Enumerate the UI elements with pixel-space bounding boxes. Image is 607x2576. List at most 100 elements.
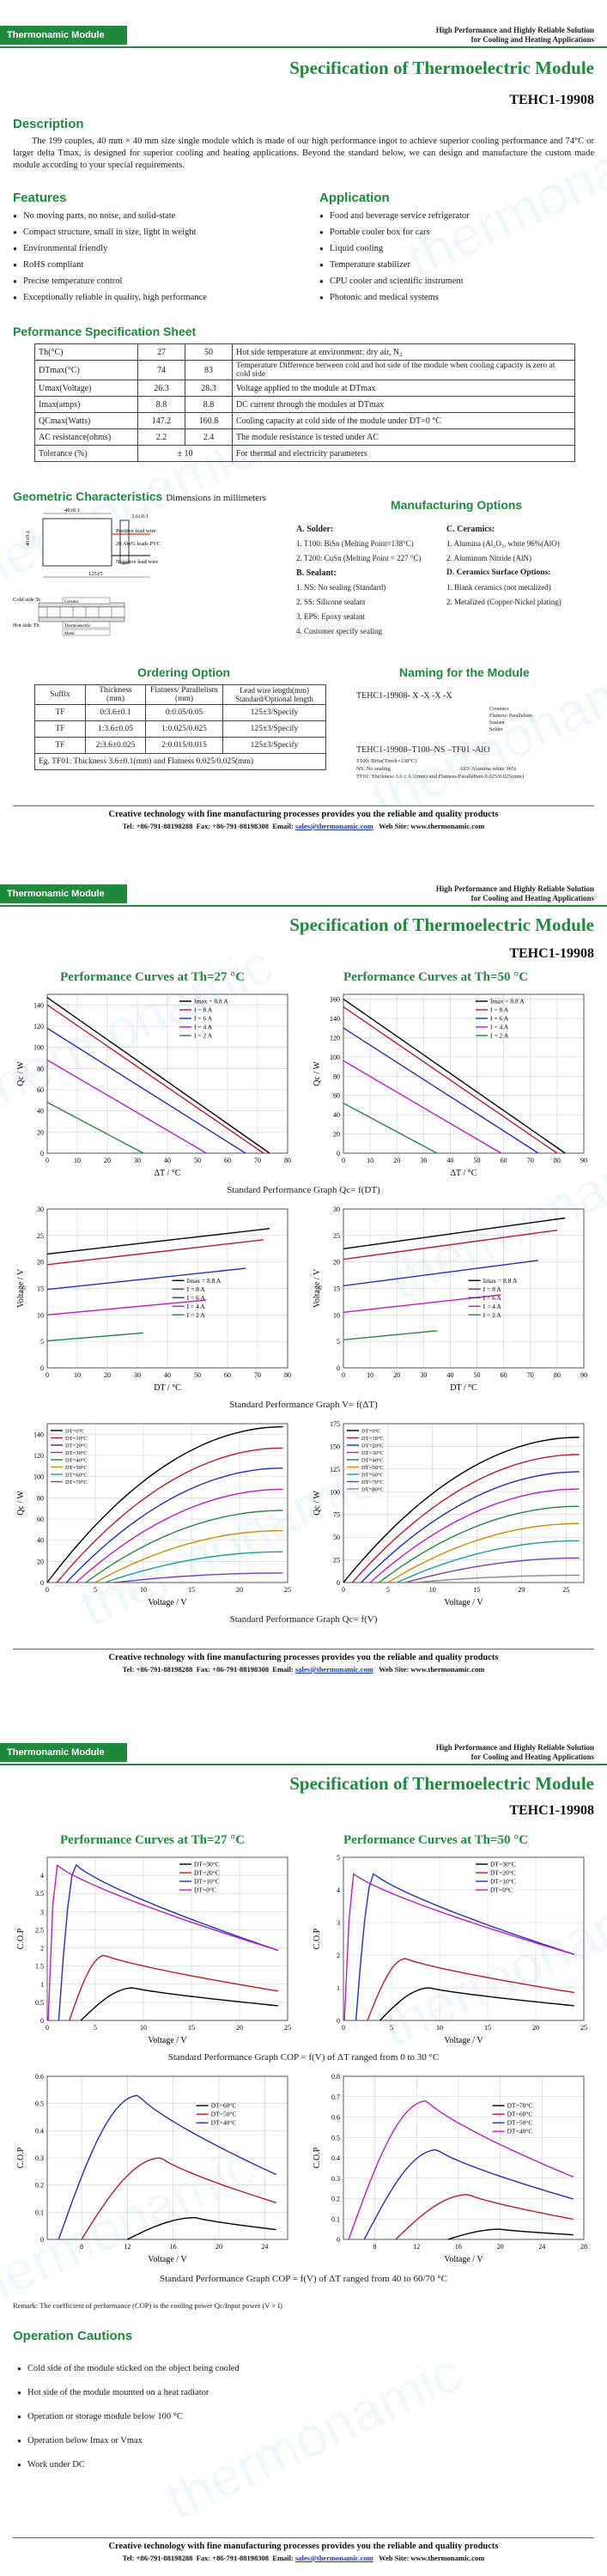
x-tick-label: 30 (420, 1157, 427, 1164)
legend-label: DT=10°C (361, 1436, 384, 1442)
chart-qc-dt-27: 0 10 20 30 40 50 60 70 80 0 20 40 60 80 100 120 140 ΔT / … (16, 993, 291, 1178)
x-tick-label: 15 (188, 2024, 195, 2032)
y-axis-label: Qc / W (313, 1061, 322, 1086)
chart-title-left: Performance Curves at Th=27 °C (60, 1833, 246, 1847)
y-tick-label: 25 (333, 1557, 340, 1564)
x-tick-label: 16 (455, 2243, 462, 2251)
y-tick-label: 140 (330, 1015, 340, 1023)
x-tick-label: 60 (501, 1371, 507, 1379)
series-line (47, 1863, 279, 2021)
y-tick-label: 60 (333, 1092, 340, 1100)
legend-label: DT=30°C (361, 1450, 384, 1456)
chart-grid (47, 2075, 288, 2240)
y-axis-label: Qc / W (16, 1491, 26, 1516)
y-tick-label: 0.7 (331, 2093, 340, 2101)
plot-frame (46, 1208, 288, 1369)
series-line (58, 2094, 276, 2240)
list-item: Operation or storage module below 100 °C (17, 2405, 532, 2429)
naming-code: TEHC1-19908- X -X -X -X (356, 691, 452, 701)
table-row: Imax(amps) 8.8 8.8 DC current through the m… (34, 396, 575, 413)
legend-label: Imax = 8.8 A (194, 998, 228, 1005)
y-tick-label: 125 (330, 1466, 340, 1473)
email-link[interactable]: sales@thermonamic.com (294, 2554, 373, 2562)
chart-grid (343, 1856, 585, 2021)
y-tick-label: 10 (333, 1311, 340, 1319)
x-tick-label: 8 (80, 2243, 83, 2251)
x-tick-label: 5 (94, 1586, 97, 1594)
y-tick-label: 0 (40, 1579, 44, 1587)
module-drawing: 40±0.1 40±0.1 3.6±0.1 Positive lead wire… (13, 508, 161, 636)
x-tick-label: 0 (342, 1371, 345, 1379)
chart-legend: Imax = 8.8 AI = 8 AI = 6 AI = 4 AI = 2 A (468, 1277, 518, 1319)
x-tick-label: 24 (261, 2243, 268, 2251)
list-item: Compact structure, small in size, light … (13, 224, 305, 240)
x-tick-label: 20 (104, 1157, 111, 1164)
table-row: Eg. TF01: Thickness 3.6±0.1(mm) and Flat… (34, 753, 326, 770)
y-tick-label: 0.6 (35, 2073, 44, 2081)
table-row: Tolerance (%) ± 10 For thermal and electri… (34, 445, 575, 462)
y-tick-label: 40 (37, 1537, 44, 1545)
series-line (363, 2148, 574, 2240)
page-3: thermonamic thermonamic thermonamic Ther… (0, 1717, 607, 2576)
x-tick-label: 70 (254, 1157, 261, 1164)
y-tick-label: 100 (330, 1488, 340, 1496)
x-tick-label: 10 (436, 2024, 443, 2032)
series-line (65, 1467, 283, 1583)
x-tick-label: 80 (554, 1371, 561, 1379)
series-line (361, 1471, 580, 1583)
table-row: TF 0:3.6±0.1 0:0.05/0.05 125±3/Specify (34, 704, 326, 721)
x-tick-label: 20 (518, 1586, 525, 1594)
legend-label: DT=50°C (361, 1465, 384, 1471)
application-list: Food and beverage service refrigerator P… (319, 208, 594, 306)
y-tick-label: 0.4 (331, 2154, 340, 2162)
x-tick-label: 50 (474, 1371, 481, 1379)
chart-legend: Imax = 8.8 AI = 8 AI = 6 AI = 4 AI = 2 A (476, 998, 525, 1040)
x-tick-label: 70 (527, 1157, 534, 1164)
x-axis-label: Voltage / V (444, 2255, 483, 2264)
email-link[interactable]: sales@thermonamic.com (294, 822, 373, 830)
y-tick-label: 25 (37, 1232, 44, 1240)
x-tick-label: 10 (74, 1157, 81, 1164)
x-tick-label: 12 (124, 2243, 131, 2251)
legend-label: DT=70°C (65, 1479, 88, 1485)
series-line (46, 1299, 207, 1315)
chart-legend: DT=0°CDT=10°CDT=20°CDT=30°C DT=40°CDT=50°… (51, 1429, 88, 1485)
x-tick-label: 8 (373, 2243, 377, 2251)
table-row: Suffix Thickness (mm) Flatness/ Parallelis… (34, 684, 326, 705)
plot-frame (343, 1208, 585, 1369)
y-axis-label: C.O.P (16, 1928, 26, 1949)
series-line (343, 1437, 580, 1583)
plot-frame (46, 993, 288, 1154)
x-tick-label: 16 (170, 2243, 177, 2251)
y-tick-label: 75 (333, 1511, 340, 1519)
list-item: Photonic and medical systems (319, 289, 594, 306)
svg-text:Positive lead wire: Positive lead wire (116, 528, 156, 534)
legend-label: DT=50°C (65, 1465, 88, 1471)
email-link[interactable]: sales@thermonamic.com (294, 1665, 373, 1674)
x-tick-label: 40 (446, 1157, 453, 1164)
page-header: Thermonamic Module High Performance and … (0, 1743, 607, 1769)
y-tick-label: 0 (40, 2236, 44, 2244)
y-axis-label: Qc / W (16, 1061, 26, 1086)
page-header: Thermonamic Module High Performance and … (0, 26, 607, 52)
y-tick-label: 2 (337, 1952, 340, 1959)
chart-legend: DT=30°CDT=20°CDT=10°CDT=0°C (476, 1861, 516, 1894)
x-tick-label: 28 (580, 2243, 587, 2251)
x-tick-label: 0 (46, 2024, 49, 2032)
legend-label: I = 2 A (483, 1311, 502, 1319)
list-item: Cold side of the module sticked on the o… (17, 2357, 532, 2381)
x-tick-label: 30 (134, 1157, 141, 1164)
brand-badge: Thermonamic Module (0, 884, 127, 903)
y-tick-label: 140 (33, 1431, 44, 1438)
caption: Standard Performance Graph COP = f(V) of… (159, 2274, 448, 2284)
series-line (343, 1330, 437, 1340)
legend-label: Imax = 8.8 A (187, 1277, 222, 1285)
cautions-heading: Operation Cautions (13, 2329, 133, 2343)
series-line (69, 1954, 278, 2021)
legend-label: Imax = 8.8 A (483, 1277, 518, 1285)
y-tick-label: 0 (337, 1579, 340, 1587)
series-line (414, 1574, 580, 1583)
y-tick-label: 4 (40, 1872, 44, 1880)
list-item: Food and beverage service refrigerator (319, 208, 594, 224)
legend-label: DT=30°C (65, 1450, 88, 1456)
